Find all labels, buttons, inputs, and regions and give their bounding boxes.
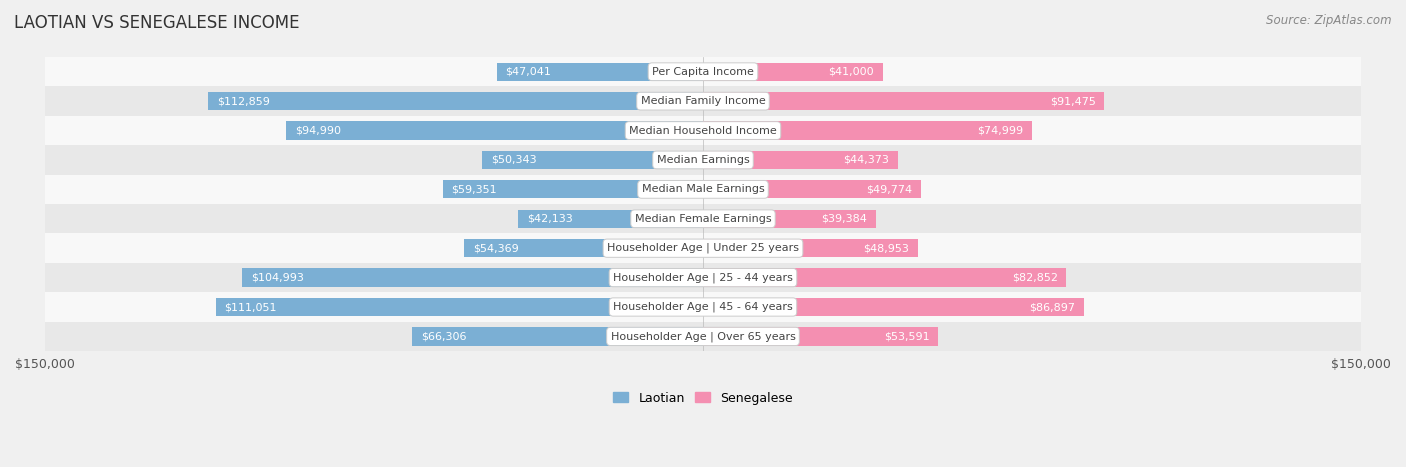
Bar (215, 298, 703, 316)
Bar (45, 263, 1361, 292)
Text: $111,051: $111,051 (225, 302, 277, 312)
Bar (45, 175, 1361, 204)
Bar (496, 63, 703, 81)
Bar (703, 121, 1032, 140)
Bar (287, 121, 703, 140)
Legend: Laotian, Senegalese: Laotian, Senegalese (609, 387, 797, 410)
Text: $47,041: $47,041 (505, 67, 551, 77)
Bar (45, 234, 1361, 263)
Text: $66,306: $66,306 (420, 332, 467, 341)
Bar (703, 327, 938, 346)
Bar (45, 116, 1361, 145)
Bar (703, 269, 1067, 287)
Text: $42,133: $42,133 (527, 214, 572, 224)
Bar (443, 180, 703, 198)
Text: Median Earnings: Median Earnings (657, 155, 749, 165)
Text: $94,990: $94,990 (295, 126, 342, 135)
Text: $39,384: $39,384 (821, 214, 868, 224)
Bar (45, 57, 1361, 86)
Bar (45, 322, 1361, 351)
Text: $49,774: $49,774 (866, 184, 912, 194)
Bar (464, 239, 703, 257)
Text: $41,000: $41,000 (828, 67, 875, 77)
Text: $86,897: $86,897 (1029, 302, 1076, 312)
Text: Householder Age | Under 25 years: Householder Age | Under 25 years (607, 243, 799, 254)
Text: $91,475: $91,475 (1050, 96, 1095, 106)
Bar (703, 151, 897, 169)
Text: Per Capita Income: Per Capita Income (652, 67, 754, 77)
Text: Median Household Income: Median Household Income (628, 126, 778, 135)
Text: $53,591: $53,591 (884, 332, 929, 341)
Text: $82,852: $82,852 (1012, 273, 1057, 283)
Text: Median Family Income: Median Family Income (641, 96, 765, 106)
Text: $104,993: $104,993 (252, 273, 304, 283)
Text: Householder Age | 45 - 64 years: Householder Age | 45 - 64 years (613, 302, 793, 312)
Text: $54,369: $54,369 (474, 243, 519, 253)
Bar (242, 269, 703, 287)
Text: Median Male Earnings: Median Male Earnings (641, 184, 765, 194)
Text: Householder Age | Over 65 years: Householder Age | Over 65 years (610, 331, 796, 342)
Text: Median Female Earnings: Median Female Earnings (634, 214, 772, 224)
Bar (703, 180, 921, 198)
Text: LAOTIAN VS SENEGALESE INCOME: LAOTIAN VS SENEGALESE INCOME (14, 14, 299, 32)
Text: $74,999: $74,999 (977, 126, 1024, 135)
Bar (45, 145, 1361, 175)
Bar (703, 210, 876, 228)
Bar (45, 204, 1361, 234)
Text: Householder Age | 25 - 44 years: Householder Age | 25 - 44 years (613, 272, 793, 283)
Bar (703, 63, 883, 81)
Bar (45, 292, 1361, 322)
Bar (703, 239, 918, 257)
Bar (703, 92, 1104, 110)
Bar (482, 151, 703, 169)
Bar (45, 86, 1361, 116)
Text: $48,953: $48,953 (863, 243, 910, 253)
Bar (208, 92, 703, 110)
Text: $50,343: $50,343 (491, 155, 537, 165)
Text: $112,859: $112,859 (217, 96, 270, 106)
Text: Source: ZipAtlas.com: Source: ZipAtlas.com (1267, 14, 1392, 27)
Text: $44,373: $44,373 (844, 155, 889, 165)
Text: $59,351: $59,351 (451, 184, 498, 194)
Bar (412, 327, 703, 346)
Bar (519, 210, 703, 228)
Bar (703, 298, 1084, 316)
